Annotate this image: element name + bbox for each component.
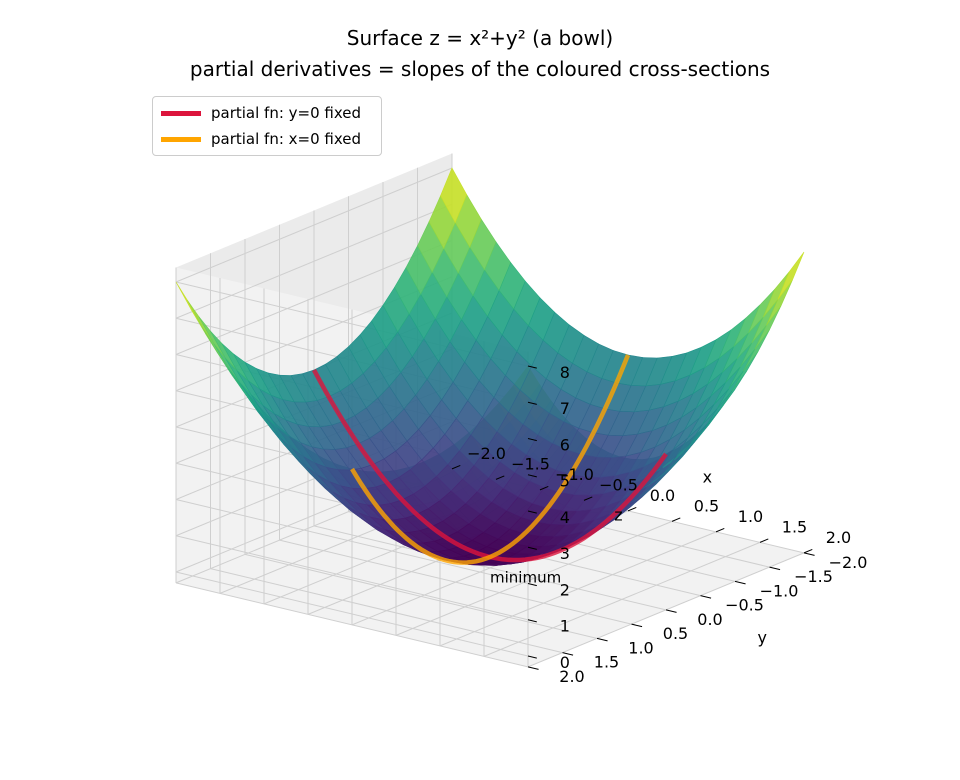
grid-back-z-1 — [175, 535, 529, 621]
grid-floor-y-5 — [279, 539, 632, 625]
x-tick-6 — [715, 527, 725, 533]
grid-floor-x-6 — [439, 531, 717, 647]
z-tick-7 — [527, 401, 537, 405]
y-tick-label-5: 0.5 — [663, 624, 688, 643]
x-tick-7 — [759, 538, 769, 543]
x-tick-8 — [803, 548, 813, 554]
x-tick-0 — [451, 464, 461, 470]
z-tick-label-7: 7 — [560, 399, 570, 418]
y-tick-6 — [596, 637, 608, 642]
z-tick-label-6: 6 — [560, 435, 570, 454]
surface-mesh — [175, 167, 805, 566]
y-tick-7 — [562, 652, 574, 656]
chart-subtitle: partial derivatives = slopes of the colo… — [189, 57, 771, 81]
chart-title: Surface z = x²+y² (a bowl) — [346, 26, 614, 50]
x-tick-label-4: 0.0 — [650, 486, 675, 505]
y-tick-5 — [631, 623, 643, 628]
grid-back-z-0 — [175, 571, 529, 657]
x-axis-label: x — [703, 468, 712, 487]
grid-floor-y-8 — [175, 582, 529, 668]
y-tick-label-2: −1.0 — [760, 581, 799, 600]
z-tick-0 — [527, 655, 537, 659]
x-tick-5 — [671, 517, 681, 522]
x-tick-label-7: 1.5 — [782, 518, 807, 537]
y-tick-label-3: −0.5 — [725, 596, 764, 615]
y-tick-label-6: 1.0 — [628, 638, 653, 657]
annotation-0: minimum — [490, 569, 561, 587]
z-axis-label: z — [614, 505, 622, 524]
y-tick-label-7: 1.5 — [594, 653, 619, 672]
surface-patch-0-0 — [440, 167, 468, 224]
z-tick-2 — [527, 583, 537, 587]
legend: partial fn: y=0 fixed partial fn: x=0 fi… — [152, 96, 382, 156]
legend-label-y0: partial fn: y=0 fixed — [211, 104, 362, 122]
x-tick-label-1: −1.5 — [511, 455, 550, 474]
z-tick-3 — [527, 546, 537, 550]
z-tick-label-4: 4 — [560, 508, 570, 527]
z-tick-1 — [527, 619, 537, 623]
y-tick-3 — [700, 595, 712, 599]
z-tick-label-0: 0 — [560, 653, 570, 672]
annotations: minimum — [490, 569, 561, 587]
y-tick-0 — [803, 552, 815, 556]
x-tick-4 — [627, 506, 637, 512]
x-tick-3 — [583, 496, 593, 501]
x-tick-label-3: −0.5 — [599, 476, 638, 495]
legend-item-y0: partial fn: y=0 fixed — [161, 103, 361, 123]
x-tick-label-6: 1.0 — [738, 507, 763, 526]
legend-swatch-x0 — [161, 136, 201, 142]
x-tick-1 — [495, 475, 505, 480]
y-tick-4 — [665, 609, 677, 613]
z-tick-label-2: 2 — [560, 580, 570, 599]
z-tick-label-5: 5 — [560, 472, 570, 491]
z-tick-label-1: 1 — [560, 617, 570, 636]
z-tick-label-3: 3 — [560, 544, 570, 563]
y-tick-label-0: −2.0 — [829, 553, 868, 572]
z-tick-8 — [527, 365, 537, 369]
x-tick-label-5: 0.5 — [694, 497, 719, 516]
z-tick-label-8: 8 — [560, 363, 570, 382]
y-tick-label-4: 0.0 — [697, 610, 722, 629]
axes: −2.0−1.5−1.0−0.50.00.51.01.52.0x−2.0−1.5… — [451, 363, 868, 686]
x-tick-label-0: −2.0 — [467, 444, 506, 463]
z-tick-6 — [527, 438, 537, 442]
partial-curves — [312, 354, 668, 565]
y-tick-2 — [734, 580, 746, 585]
grid-floor-y-7 — [210, 568, 563, 654]
grid-left-z-8 — [175, 167, 453, 283]
legend-item-x0: partial fn: x=0 fixed — [161, 129, 361, 149]
grid-left-z-6 — [175, 240, 453, 355]
x-tick-2 — [539, 485, 549, 491]
grid-left-z-7 — [175, 203, 453, 319]
grid-floor-y-4 — [313, 525, 667, 611]
y-tick-label-1: −1.5 — [794, 567, 833, 586]
y-tick-label-8: 2.0 — [559, 667, 584, 686]
y-tick-8 — [527, 666, 539, 670]
grid-floor-x-7 — [483, 541, 761, 657]
grid-floor-x-5 — [395, 520, 673, 636]
z-tick-4 — [527, 510, 537, 514]
grid-floor-y-6 — [244, 553, 598, 639]
legend-swatch-y0 — [161, 110, 201, 116]
grid-back-z-2 — [175, 499, 529, 584]
y-axis-label: y — [758, 628, 767, 647]
surface-patch-23-0 — [777, 251, 805, 300]
z-tick-5 — [527, 474, 537, 478]
legend-label-x0: partial fn: x=0 fixed — [211, 130, 362, 148]
x-tick-label-8: 2.0 — [826, 528, 851, 547]
x-tick-label-2: −1.0 — [555, 465, 594, 484]
partial-curve-1 — [350, 354, 631, 565]
y-tick-1 — [769, 566, 781, 571]
